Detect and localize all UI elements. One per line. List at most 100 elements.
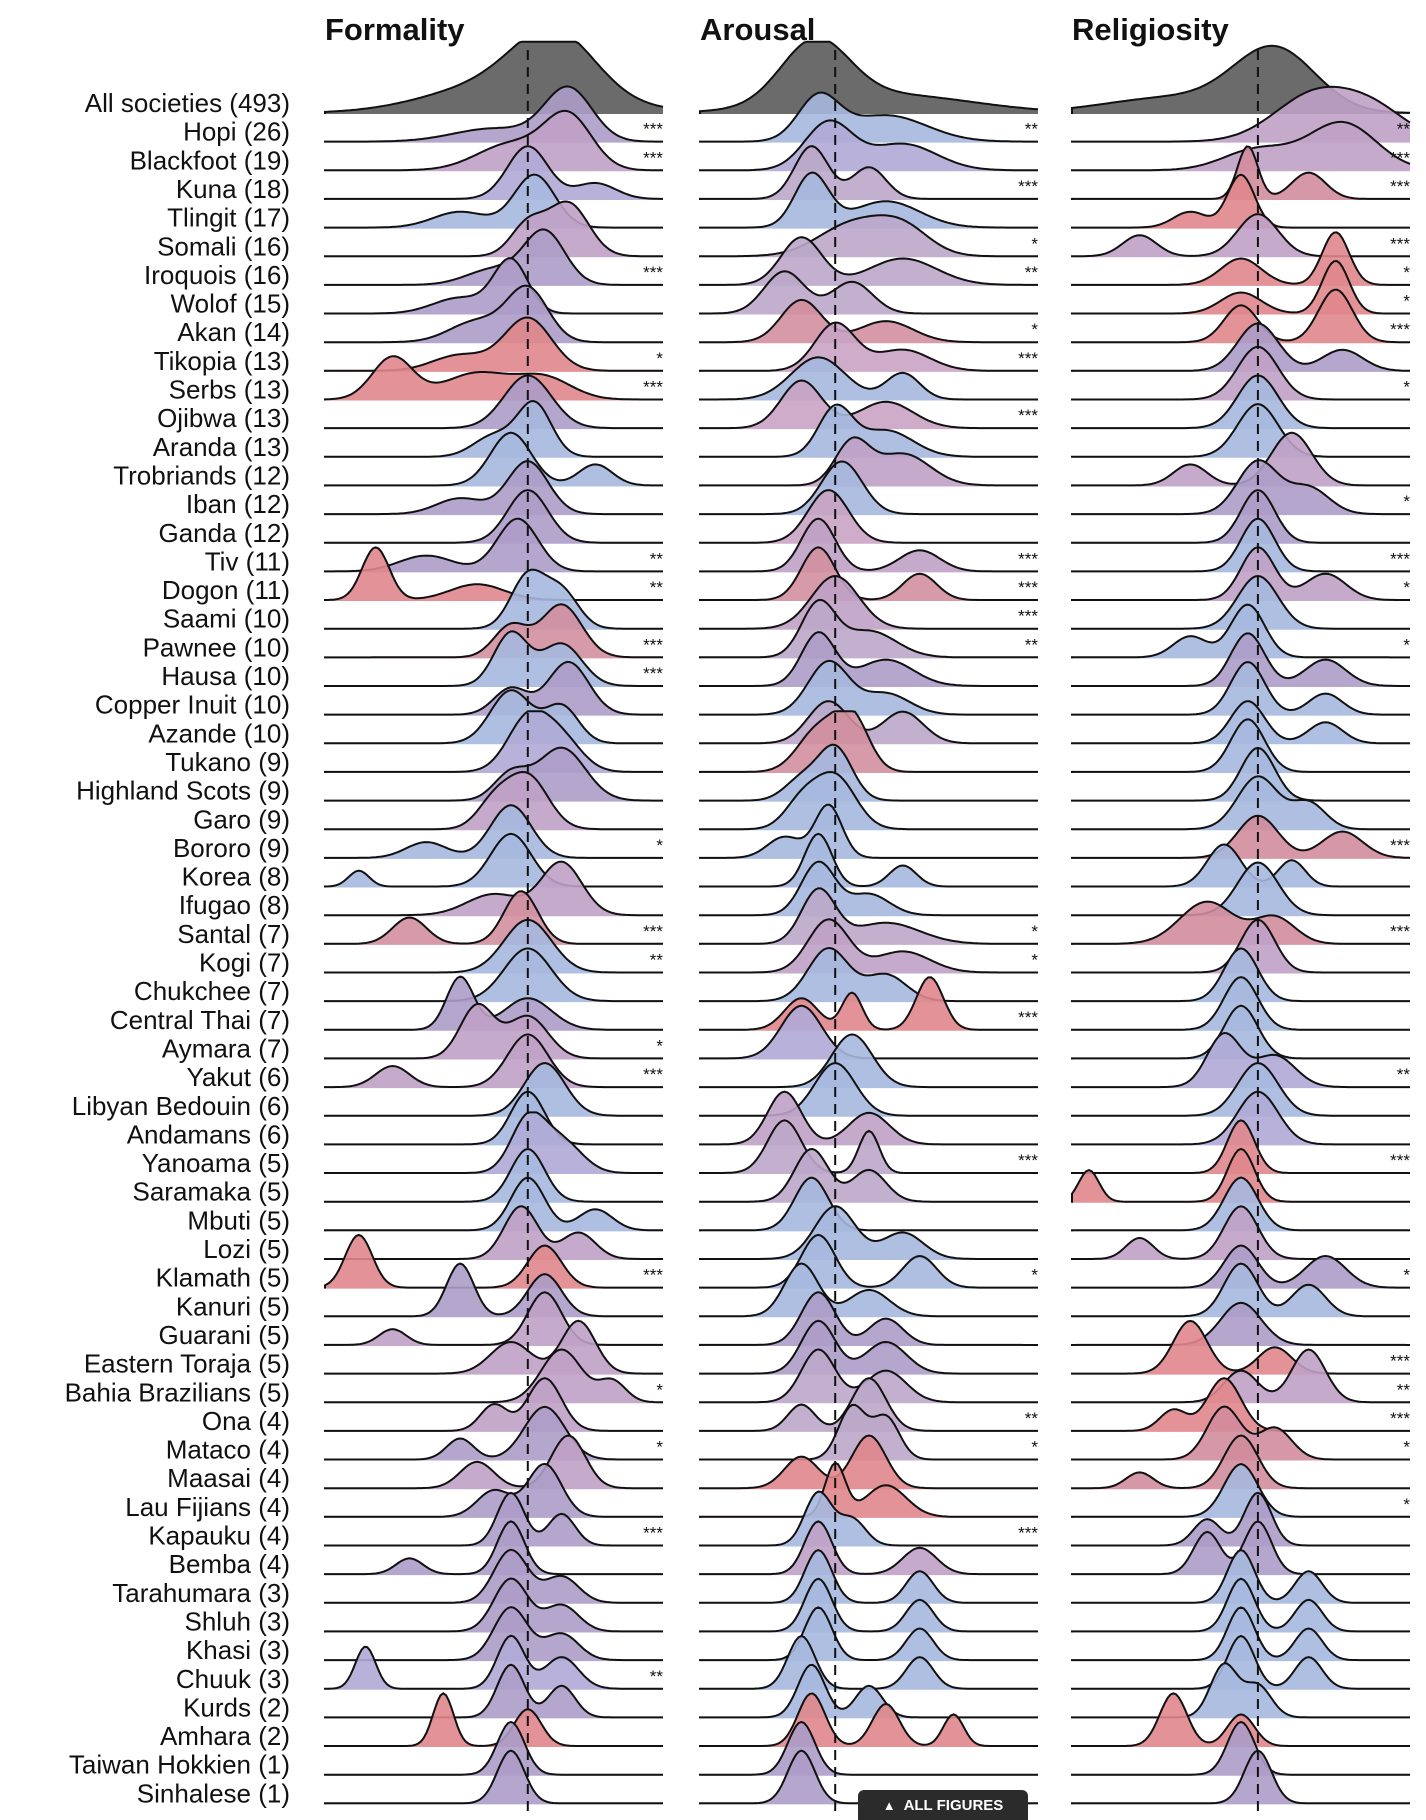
ridge-line — [699, 710, 1038, 773]
significance-label: *** — [1018, 578, 1038, 597]
ridge-line — [1071, 1004, 1410, 1060]
ridge-line — [1071, 1606, 1410, 1662]
ridge-line — [699, 460, 1038, 516]
significance-label: *** — [643, 378, 663, 397]
ridge-fill — [700, 215, 1038, 258]
ridge-fill — [325, 569, 663, 630]
ridge-fill — [700, 632, 1038, 687]
ridge-line — [324, 374, 663, 430]
ridge-fill — [1072, 977, 1410, 1031]
ridge-line — [1071, 1348, 1410, 1404]
ridge-line — [324, 1606, 663, 1662]
significance-label: * — [1403, 378, 1410, 397]
ridge-fill — [325, 1320, 663, 1375]
ridge-line — [324, 689, 663, 745]
ridge-line — [1071, 1090, 1410, 1146]
significance-label: * — [1031, 951, 1038, 970]
ridge-fill — [325, 1063, 663, 1117]
ridge-fill — [1072, 1607, 1410, 1662]
ridge-fill — [700, 1491, 1038, 1547]
ridge-line — [1071, 1491, 1410, 1547]
significance-label: * — [1031, 1438, 1038, 1457]
ridge-fill — [1072, 1091, 1410, 1146]
ridge-line — [324, 1147, 663, 1203]
ridge-line — [324, 1291, 663, 1346]
all-figures-label: ALL FIGURES — [903, 1796, 1004, 1814]
ridge-fill — [325, 547, 663, 602]
ridge-line — [699, 598, 1038, 659]
ridge-fill — [700, 977, 1038, 1031]
ridge-line — [699, 1520, 1038, 1576]
significance-label: *** — [1390, 549, 1410, 568]
ridge-fill — [325, 833, 663, 888]
ridge-line — [324, 1634, 663, 1690]
ridge-line — [324, 284, 663, 344]
ridge-line — [1071, 1262, 1410, 1318]
row-label: Wolof (15) — [171, 289, 290, 319]
significance-label: ** — [1397, 1065, 1411, 1084]
ridge-line — [1071, 1634, 1410, 1690]
significance-label: * — [1403, 492, 1410, 511]
row-label: Akan (14) — [177, 317, 290, 347]
ridge-fill — [325, 490, 663, 544]
significance-label: *** — [1390, 836, 1410, 855]
panel-title: Arousal — [700, 12, 815, 47]
row-label: Highland Scots (9) — [76, 776, 290, 806]
ridge-fill — [700, 271, 1038, 315]
ridge-line — [324, 173, 663, 229]
panel-title: Religiosity — [1072, 12, 1230, 47]
ridge-fill — [1072, 901, 1410, 945]
ridge-fill — [1072, 146, 1410, 200]
ridge-line — [699, 91, 1038, 143]
significance-label: ** — [1025, 635, 1039, 654]
ridge-fill — [700, 1034, 1038, 1089]
ridge-line — [324, 200, 663, 258]
ridge-line — [324, 546, 663, 602]
ridge-line — [699, 1233, 1038, 1289]
ridge-fill — [700, 576, 1038, 630]
arrow-up-icon: ▲ — [882, 1797, 896, 1813]
ridge-line — [699, 1461, 1038, 1518]
significance-label: *** — [1018, 1151, 1038, 1170]
ridge-line — [324, 770, 663, 831]
ridge-line — [1071, 1031, 1410, 1089]
ridge-fill — [700, 172, 1038, 229]
ridge-fill — [700, 1550, 1038, 1604]
all-figures-button[interactable]: ▲ ALL FIGURES — [858, 1790, 1028, 1820]
ridge-fill — [1072, 547, 1410, 602]
ridge-fill — [700, 1435, 1038, 1490]
significance-label: * — [656, 1036, 663, 1055]
ridge-line — [1071, 746, 1410, 802]
ridge-fill — [700, 380, 1038, 430]
ridge-fill — [1072, 490, 1410, 544]
significance-label: ** — [1025, 120, 1039, 139]
ridge-fill — [700, 948, 1038, 1003]
ridge-fill — [325, 1349, 663, 1404]
ridge-line — [324, 489, 663, 544]
ridge-fill — [1072, 1005, 1410, 1060]
ridge-line — [324, 918, 663, 974]
ridge-line — [1071, 322, 1411, 372]
ridge-line — [699, 1377, 1038, 1432]
row-label: Tukano (9) — [165, 747, 290, 777]
significance-label: * — [656, 1438, 663, 1457]
ridge-fill — [325, 1492, 663, 1547]
ridge-fill — [325, 690, 663, 745]
ridge-fill — [325, 948, 663, 1003]
ridge-line — [699, 321, 1038, 372]
ridge-fill — [700, 1177, 1038, 1232]
ridge-fill — [700, 660, 1038, 716]
ridge-line — [1071, 632, 1410, 687]
ridge-line — [699, 1319, 1038, 1375]
row-label: Yanoama (5) — [142, 1148, 290, 1178]
ridge-fill — [700, 1521, 1038, 1576]
ridge-fill — [700, 1664, 1038, 1719]
ridge-line — [699, 298, 1038, 344]
ridge-fill — [1072, 460, 1410, 516]
ridge-fill — [325, 1750, 663, 1805]
ridge-line — [699, 1577, 1038, 1633]
ridge-line — [324, 1434, 663, 1490]
ridge-line — [699, 1090, 1038, 1146]
ridge-line — [699, 403, 1038, 458]
significance-label: * — [1403, 263, 1410, 282]
